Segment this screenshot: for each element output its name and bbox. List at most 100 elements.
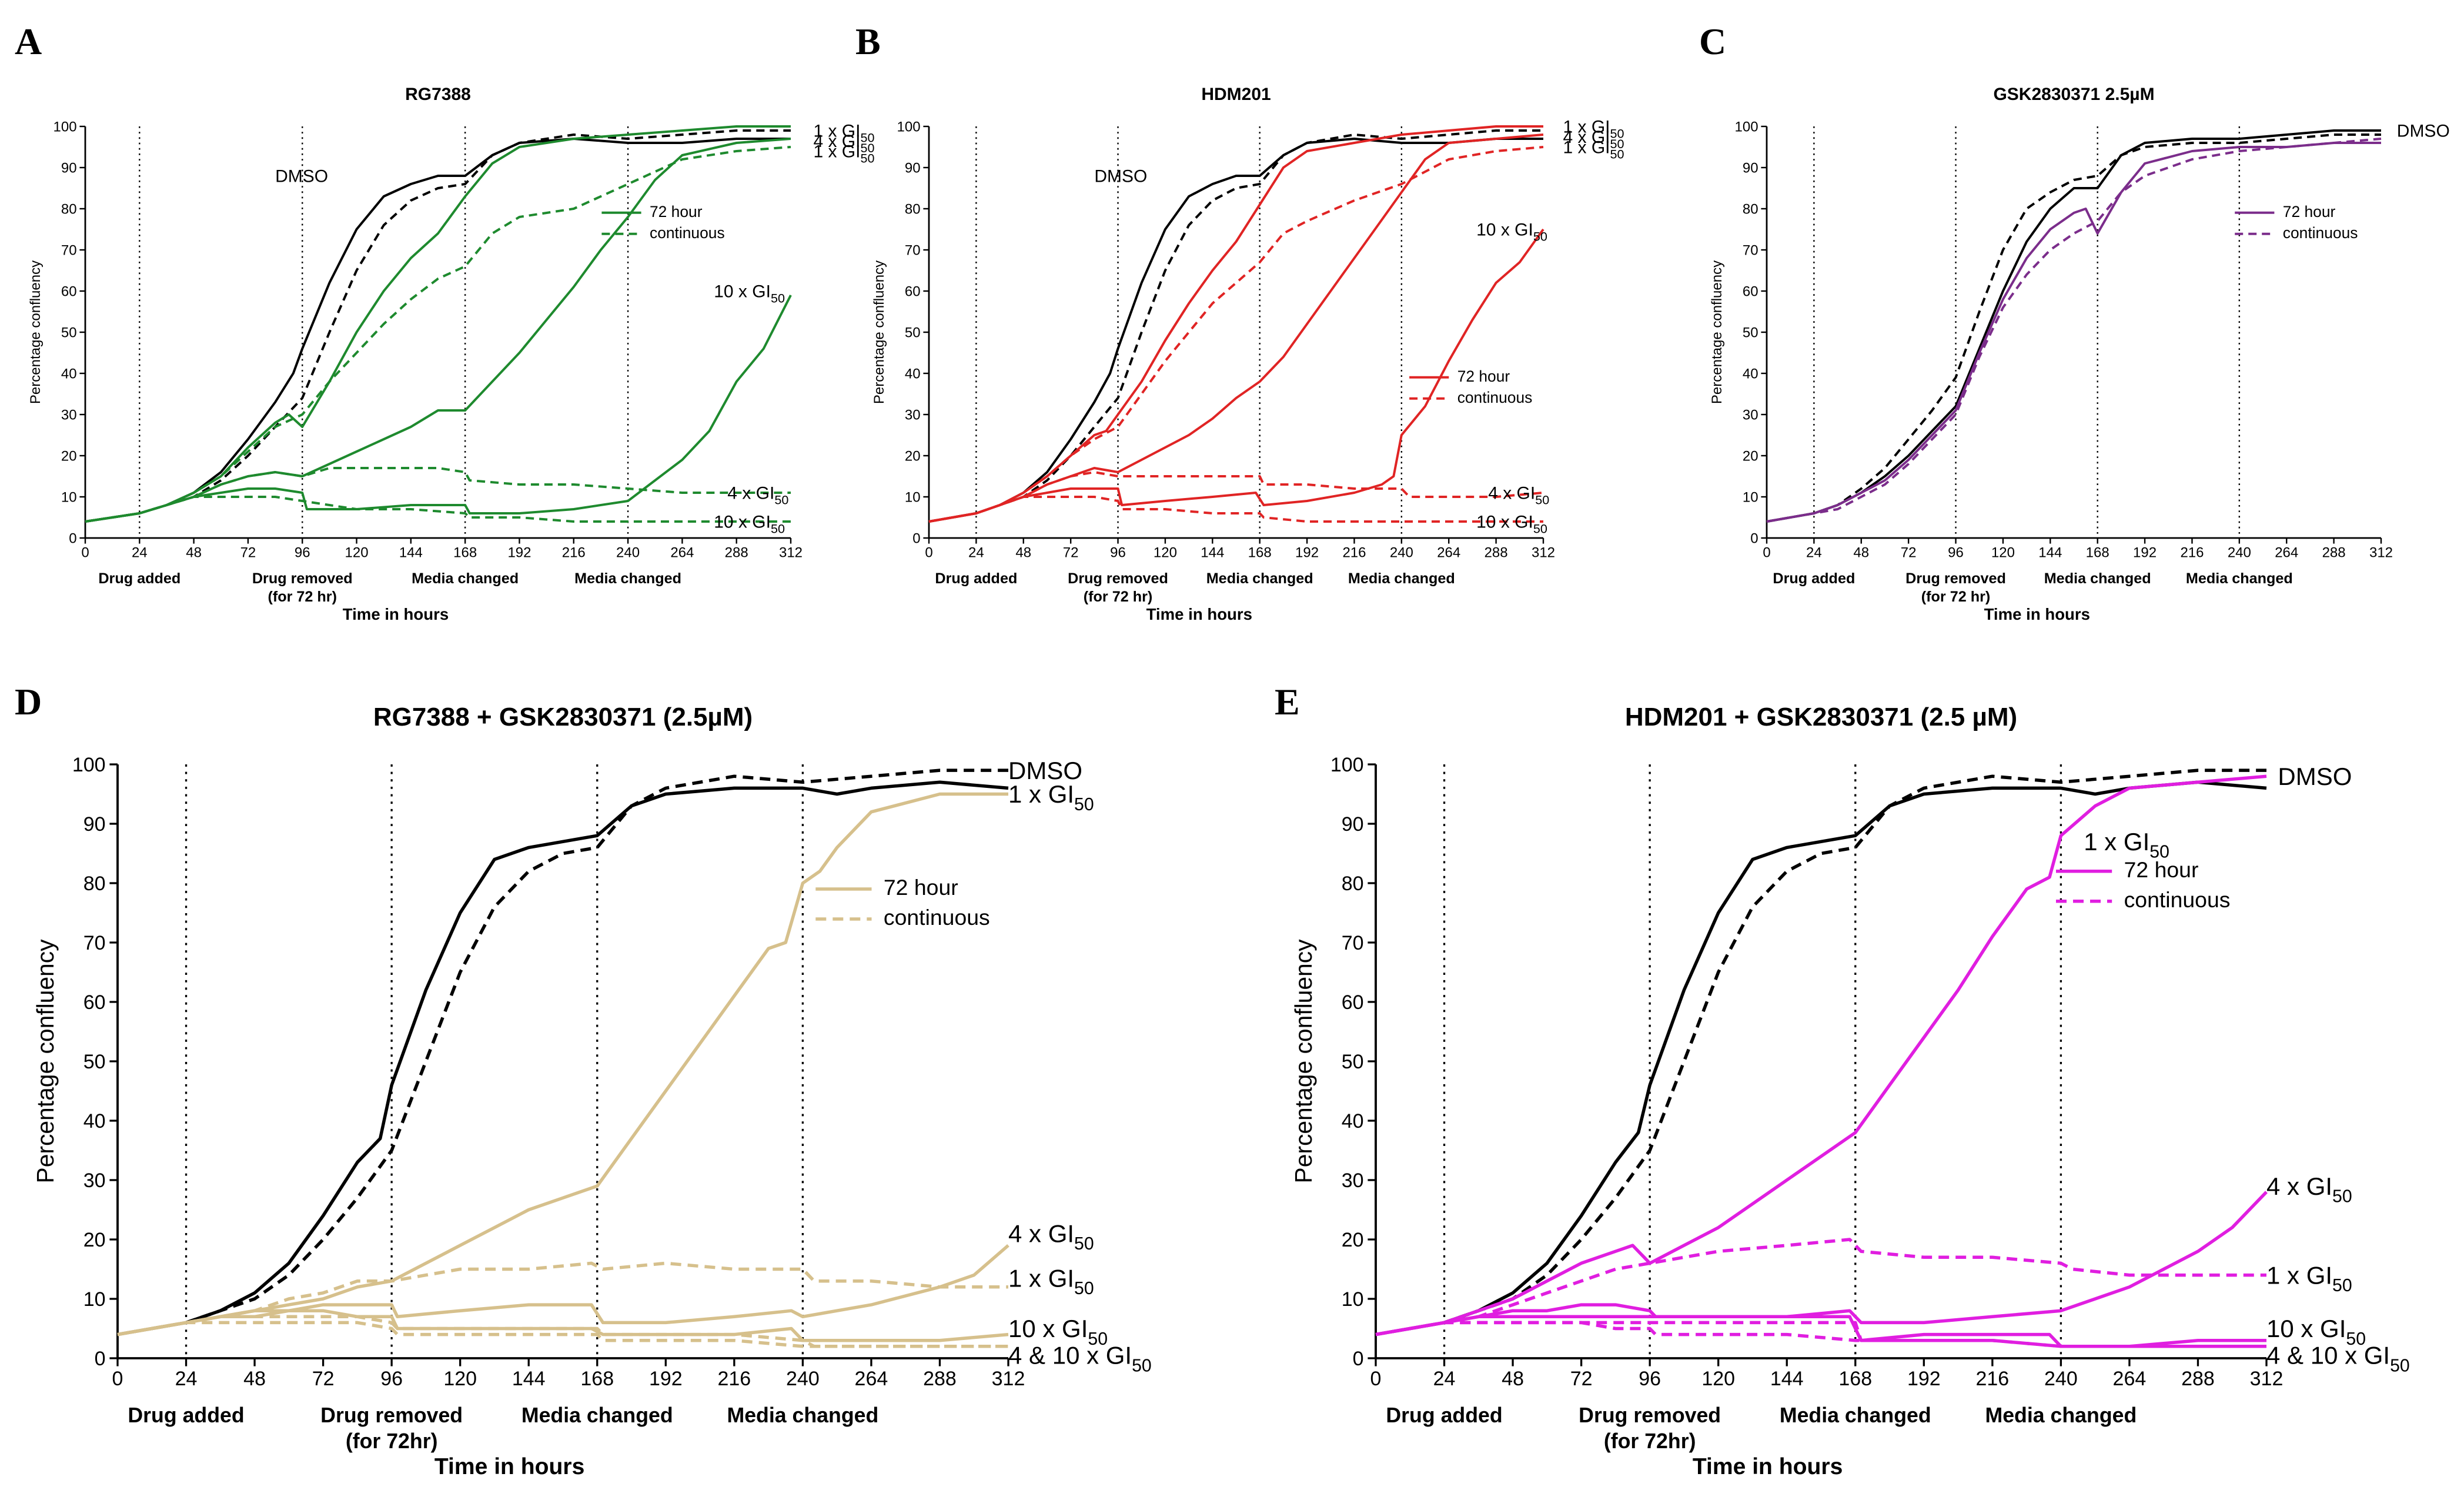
chart-c-event-label: Media changed <box>2186 570 2293 587</box>
chart-d-event-sublabel: (for 72hr) <box>346 1429 438 1453</box>
chart-a-ylabel: Percentage confluency <box>28 260 44 404</box>
chart-c-xtick-label: 120 <box>1991 544 2015 560</box>
chart-c-event-label: Drug added <box>1773 570 1855 587</box>
chart-b-annotation-text: 1 x GI <box>1563 118 1610 137</box>
chart-e-annotation: 1 x GI50 <box>2084 828 2169 862</box>
chart-a-annotation-subscript: 50 <box>774 493 788 507</box>
chart-d-series-line <box>117 768 1008 1336</box>
chart-b-xtick-label: 24 <box>968 544 984 560</box>
chart-e-annotation-text: 4 x GI <box>2266 1172 2332 1200</box>
chart-b-annotation-text: 10 x GI <box>1476 220 1533 240</box>
chart-b-ytick-label: 90 <box>905 160 921 176</box>
chart-a-annotation: 4 x GI50 <box>813 132 874 155</box>
chart-a-xtick-label: 192 <box>507 544 531 560</box>
chart-d-event-label: Media changed <box>521 1404 673 1427</box>
chart-b-annotation: 1 x GI50 <box>1563 118 1624 141</box>
chart-c-series-line <box>1766 138 2382 523</box>
chart-a-event-sublabel: (for 72 hr) <box>268 589 337 605</box>
chart-a-ytick-label: 50 <box>61 325 77 340</box>
chart-e-annotation: 10 x GI50 <box>2266 1315 2366 1349</box>
chart-e-annotation: 4 x GI50 <box>2266 1172 2352 1207</box>
chart-a-annotation: DMSO <box>275 167 328 186</box>
chart-a-annotation-subscript: 50 <box>860 151 874 166</box>
chart-c-legend: 72 hour continuous <box>2235 203 2358 242</box>
chart-c-ytick-label: 30 <box>1743 407 1758 423</box>
chart-b-annotation-subscript: 50 <box>1533 522 1547 536</box>
chart-a-annotation-text: 10 x GI <box>714 513 771 532</box>
chart-b-annotation: 4 x GI50 <box>1563 128 1624 151</box>
chart-a-xtick-label: 144 <box>399 544 423 560</box>
chart-a-ytick-label: 40 <box>61 366 77 382</box>
chart-a-annotation-subscript: 50 <box>771 522 785 536</box>
chart-d-legend-label: continuous <box>884 905 990 930</box>
chart-a-annotation: 1 x GI50 <box>813 142 874 166</box>
chart-e-annotation: 4 & 10 x GI50 <box>2266 1342 2410 1376</box>
chart-a-annotation-text: 4 x GI <box>813 132 860 151</box>
chart-d-ytick-label: 100 <box>72 754 106 776</box>
panel-letter-a: A <box>15 21 42 62</box>
chart-e-xtick-label: 72 <box>1570 1368 1593 1390</box>
chart-a-ytick-label: 10 <box>61 489 77 505</box>
chart-d-annotation-subscript: 50 <box>1074 1234 1094 1254</box>
chart-e-annotation-text: 1 x GI <box>2266 1261 2332 1289</box>
chart-c-event-label: Media changed <box>2044 570 2151 587</box>
chart-b-ylabel: Percentage confluency <box>871 260 887 404</box>
chart-d-annotation-text: 4 & 10 x GI <box>1008 1342 1132 1369</box>
chart-e-event-label: Media changed <box>1780 1404 1931 1427</box>
chart-e-xtick-label: 216 <box>1975 1368 2009 1390</box>
chart-e-event-label: Drug removed <box>1579 1404 1721 1427</box>
chart-b-ytick-label: 0 <box>912 530 920 546</box>
chart-d-annotation: 4 x GI50 <box>1008 1220 1094 1254</box>
chart-e-legend: 72 hour continuous <box>2056 857 2230 912</box>
chart-b-series-line <box>928 129 1543 523</box>
chart-d-annotation: 1 x GI50 <box>1008 1264 1094 1298</box>
chart-e-annotation-subscript: 50 <box>2390 1356 2410 1375</box>
chart-a-annotation-text: 4 x GI <box>727 484 774 503</box>
chart-d: RG7388 + GSK2830371 (2.5µM) 0 10 20 30 40 50 60… <box>32 703 1152 1479</box>
chart-b-xtick-label: 0 <box>925 544 932 560</box>
chart-b-xtick-label: 216 <box>1342 544 1366 560</box>
chart-b-xtick-label: 168 <box>1248 544 1272 560</box>
chart-c-ytick-label: 50 <box>1743 325 1758 340</box>
chart-e-xtick-label: 48 <box>1502 1368 1524 1390</box>
chart-b-series-line <box>928 146 1544 523</box>
chart-d-xtick-label: 120 <box>443 1368 477 1390</box>
chart-a-series-line <box>85 125 791 523</box>
chart-d-ytick-label: 80 <box>83 873 106 895</box>
chart-d-xtick-label: 288 <box>923 1368 957 1390</box>
chart-b-xtick-label: 312 <box>1532 544 1555 560</box>
chart-c-annotation: DMSO <box>2397 122 2450 141</box>
chart-d-xtick-label: 264 <box>855 1368 888 1390</box>
chart-b-series-line <box>928 138 1543 523</box>
chart-a-event-label: Media changed <box>574 570 681 587</box>
chart-b-annotation-subscript: 50 <box>1533 229 1547 244</box>
chart-a-annotation: 4 x GI50 <box>727 484 788 507</box>
chart-c-annotation-text: DMSO <box>2397 122 2450 141</box>
chart-e-annotation-subscript: 50 <box>2332 1187 2352 1206</box>
chart-d-annotation-subscript: 50 <box>1088 1329 1108 1349</box>
chart-b-annotation: 10 x GI50 <box>1476 220 1547 244</box>
chart-e-annotation: DMSO <box>2278 763 2352 790</box>
chart-b-ytick-label: 80 <box>905 201 921 217</box>
chart-d-series-line <box>117 1309 1009 1342</box>
chart-e-series-line <box>1375 1321 2266 1348</box>
chart-a-xtick-label: 24 <box>132 544 148 560</box>
chart-c-xtick-label: 168 <box>2086 544 2109 560</box>
chart-e-ytick-label: 10 <box>1342 1288 1364 1311</box>
chart-a-legend: 72 hour continuous <box>601 203 725 242</box>
chart-e-xtick-label: 312 <box>2250 1368 2284 1390</box>
chart-d-ytick-label: 60 <box>83 991 106 1014</box>
chart-b-xtick-label: 120 <box>1154 544 1177 560</box>
chart-a-xtick-label: 96 <box>295 544 310 560</box>
chart-c-xtick-label: 96 <box>1948 544 1964 560</box>
chart-d-series-line <box>117 1244 1009 1336</box>
chart-e-series-line <box>1375 780 2267 1336</box>
chart-a-series-line <box>85 138 791 523</box>
chart-b-legend: 72 hour continuous <box>1409 367 1532 406</box>
chart-e-annotation-subscript: 50 <box>2149 843 2169 862</box>
chart-a-annotation-subscript: 50 <box>860 141 874 155</box>
chart-c-xtick-label: 0 <box>1763 544 1770 560</box>
chart-b-xtick-label: 72 <box>1063 544 1079 560</box>
chart-b-annotation-subscript: 50 <box>1610 126 1624 141</box>
